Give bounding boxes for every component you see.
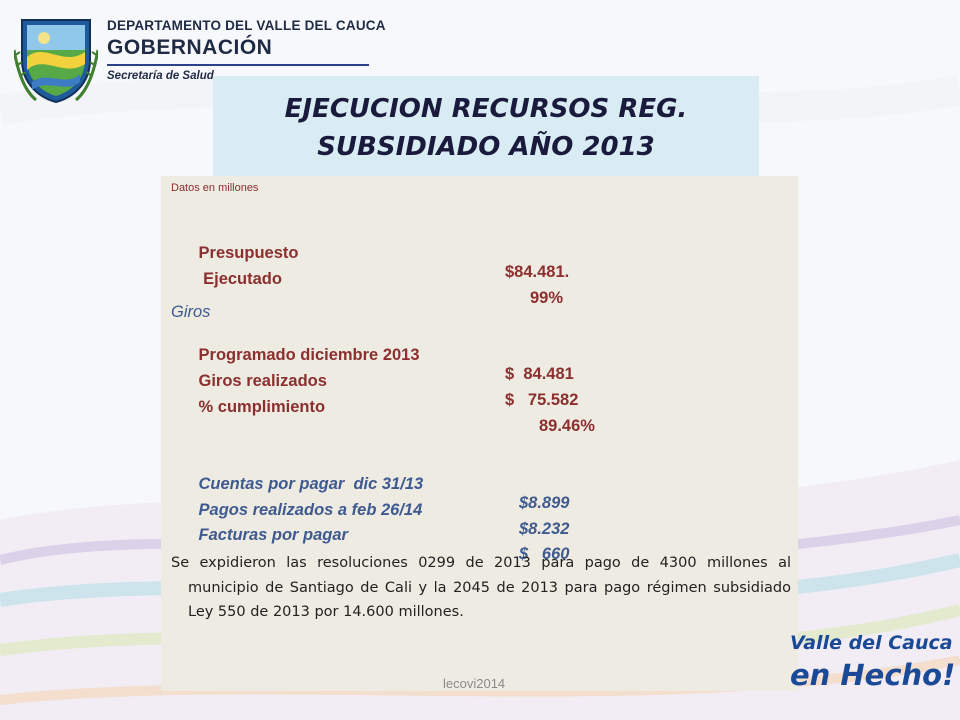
- payments-row: Pagos realizados a feb 26/14 $8.232: [171, 482, 570, 558]
- units-note: Datos en millones: [171, 182, 259, 194]
- budget-label: Presupuesto: [198, 244, 299, 262]
- executed-row: Ejecutado 99%: [171, 251, 563, 327]
- done-value: $ 75.582: [505, 391, 579, 409]
- budget-row: Presupuesto $84.481.: [171, 225, 570, 301]
- coat-of-arms-logo: [14, 19, 98, 104]
- budget-value: $84.481.: [505, 263, 570, 281]
- title-box: EJECUCION RECURSOS REG. SUBSIDIADO AÑO 2…: [213, 76, 759, 180]
- header-divider: [107, 64, 369, 66]
- compliance-row: % cumplimiento 89.46%: [171, 379, 595, 455]
- payables-value: $8.899: [519, 494, 570, 512]
- giros-heading: Giros: [171, 303, 211, 321]
- header-text: DEPARTAMENTO DEL VALLE DEL CAUCA GOBERNA…: [107, 18, 386, 82]
- executed-value: 99%: [530, 289, 564, 307]
- invoices-label: Facturas por pagar: [198, 526, 348, 544]
- brand-line1: Valle del Cauca: [790, 632, 953, 654]
- scheduled-label: Programado diciembre 2013: [198, 346, 420, 364]
- secretariat-name: Secretaría de Salud: [107, 70, 214, 82]
- compliance-label: % cumplimiento: [198, 398, 326, 416]
- department-name: DEPARTAMENTO DEL VALLE DEL CAUCA: [107, 18, 386, 33]
- compliance-value: 89.46%: [539, 417, 595, 435]
- resolutions-paragraph: Se expidieron las resoluciones 0299 de 2…: [171, 555, 791, 620]
- scheduled-row: Programado diciembre 2013 $ 84.481: [171, 327, 574, 403]
- done-label: Giros realizados: [198, 372, 327, 390]
- slide-title-line1: EJECUCION RECURSOS REG.: [284, 94, 688, 124]
- payables-row: Cuentas por pagar dic 31/13 $8.899: [171, 456, 570, 532]
- slide-title-line2: SUBSIDIADO AÑO 2013: [317, 132, 655, 162]
- invoices-row: Facturas por pagar $ 660: [171, 507, 570, 583]
- payables-label: Cuentas por pagar dic 31/13: [198, 475, 424, 493]
- executed-label: Ejecutado: [198, 270, 282, 288]
- governorate-name: GOBERNACIÓN: [107, 36, 273, 59]
- footer-text: lecovi2014: [443, 676, 506, 691]
- payments-value: $8.232: [519, 520, 570, 538]
- scheduled-value: $ 84.481: [505, 365, 574, 383]
- brand-line2: en Hecho!: [790, 658, 956, 692]
- done-row: Giros realizados $ 75.582: [171, 353, 579, 429]
- content-box: Datos en millones Presupuesto $84.481. E…: [161, 176, 798, 691]
- invoices-value: $ 660: [519, 545, 570, 563]
- payments-label: Pagos realizados a feb 26/14: [198, 501, 423, 519]
